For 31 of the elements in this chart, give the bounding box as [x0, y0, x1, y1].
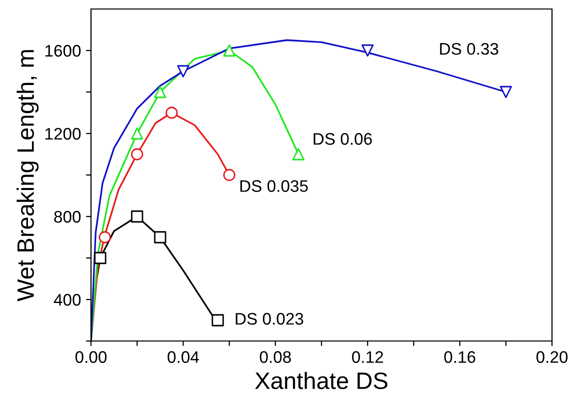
y-tick-label: 400: [54, 294, 81, 306]
point: [131, 148, 144, 160]
x-tick-label: 0.16: [444, 351, 476, 363]
annotation: DS 0.33: [440, 43, 498, 55]
annotation: DS 0.023: [236, 312, 304, 325]
x-tick-label: 0.12: [352, 351, 383, 363]
point: [223, 44, 236, 57]
x-tick-label: 0.20: [536, 351, 568, 363]
annotation: DS 0.035: [240, 180, 308, 192]
point: [98, 231, 111, 244]
y-tick-label: 1600: [45, 44, 81, 57]
point: [154, 231, 166, 244]
x-tick-label: 0.00: [75, 351, 107, 363]
point: [212, 314, 224, 326]
point: [166, 106, 178, 119]
point: [131, 127, 144, 140]
y-tick-label: 800: [54, 210, 81, 223]
x-tick-label: 0.08: [260, 351, 291, 363]
point: [154, 86, 166, 98]
y-axis-title: Wet Breaking Length, m: [16, 50, 39, 302]
point: [94, 252, 106, 264]
point: [177, 65, 190, 78]
point: [362, 44, 374, 57]
x-axis-title: Xanthate DS: [255, 372, 388, 390]
point: [223, 168, 236, 182]
point: [500, 86, 512, 98]
x-tick-label: 0.04: [168, 351, 199, 363]
point: [131, 210, 144, 223]
point: [292, 148, 305, 160]
annotation: DS 0.06: [314, 133, 372, 145]
y-tick-label: 1200: [45, 128, 81, 140]
